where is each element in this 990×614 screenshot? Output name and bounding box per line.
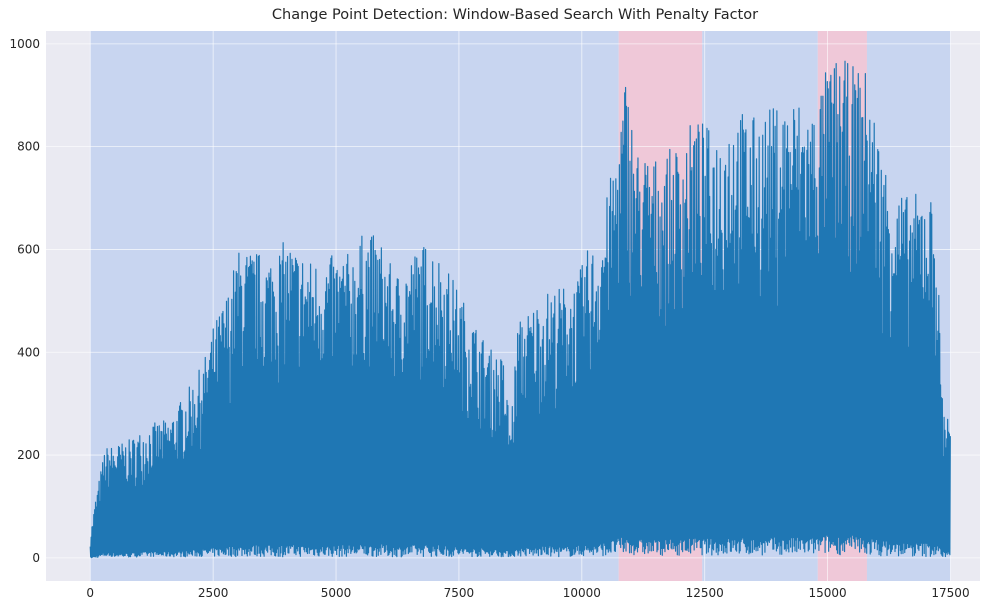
x-tick-label: 7500	[444, 586, 475, 600]
y-tick-label: 1000	[9, 37, 40, 51]
y-tick-label: 400	[17, 345, 40, 359]
x-tick-label: 5000	[321, 586, 352, 600]
x-tick-label: 2500	[198, 586, 229, 600]
chart-title: Change Point Detection: Window-Based Sea…	[271, 7, 759, 23]
x-tick-label: 17500	[931, 586, 969, 600]
y-tick-label: 200	[17, 448, 40, 462]
x-tick-label: 15000	[809, 586, 847, 600]
y-tick-label: 0	[32, 551, 40, 565]
x-tick-label: 10000	[563, 586, 601, 600]
y-tick-label: 600	[17, 242, 40, 256]
series-line-0	[89, 60, 951, 559]
x-tick-label: 0	[86, 586, 94, 600]
x-tick-label: 12500	[686, 586, 724, 600]
y-tick-label: 800	[17, 140, 40, 154]
